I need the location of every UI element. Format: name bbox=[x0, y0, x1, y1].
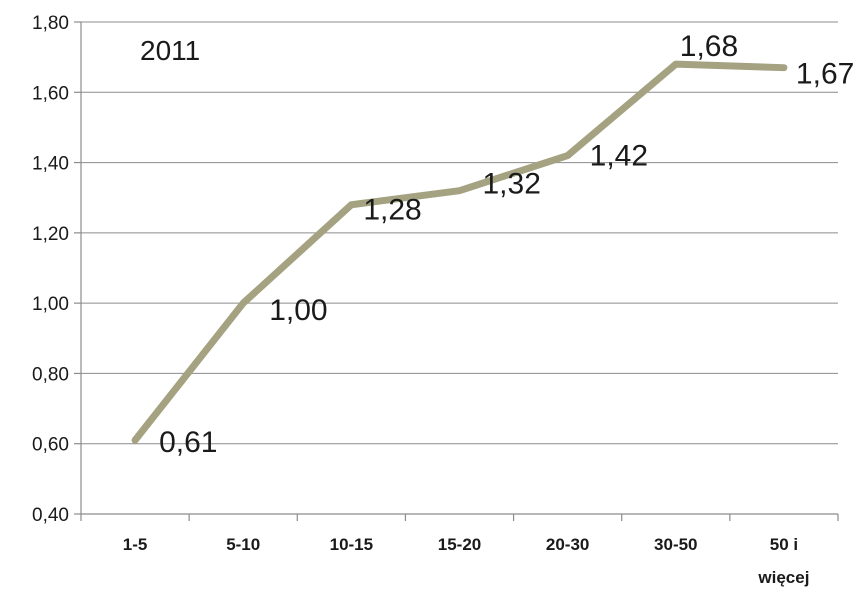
series-line bbox=[131, 60, 788, 444]
data-label: 1,32 bbox=[483, 168, 541, 201]
x-tick-label-line: 1-5 bbox=[123, 535, 148, 554]
x-tick-label: 50 i więcej bbox=[757, 535, 809, 587]
x-tick-label-line: 10-15 bbox=[330, 535, 373, 554]
data-label: 1,28 bbox=[363, 194, 421, 227]
x-tick-label-line: 20-30 bbox=[546, 535, 589, 554]
y-tick-label: 1,20 bbox=[32, 224, 69, 245]
y-tick-label: 0,80 bbox=[32, 364, 69, 385]
data-label: 1,68 bbox=[680, 30, 738, 63]
x-tick-label: 5-10 bbox=[226, 535, 260, 554]
y-tick-label: 0,40 bbox=[32, 505, 69, 526]
x-tick-label-line: 5-10 bbox=[226, 535, 260, 554]
gridlines bbox=[81, 21, 838, 445]
x-tick-label: 1-5 bbox=[123, 535, 148, 554]
x-axis-ticks: 1-5 5-10 10-15 15-20 20-30 30-50 50 i więcej bbox=[80, 514, 839, 587]
y-tick-label: 0,60 bbox=[32, 435, 69, 456]
series bbox=[131, 60, 788, 444]
x-tick-label: 10-15 bbox=[330, 535, 373, 554]
y-tick-label: 1,60 bbox=[32, 83, 69, 104]
y-tick-label: 1,40 bbox=[32, 154, 69, 175]
data-label: 1,67 bbox=[796, 58, 854, 91]
x-tick-label-line: więcej bbox=[757, 568, 809, 587]
data-labels: 0,61 1,00 1,28 1,32 1,42 1,68 1,67 bbox=[159, 30, 854, 459]
year-annotation: 2011 bbox=[140, 35, 200, 66]
x-tick-label-line: 50 i bbox=[770, 535, 798, 554]
y-tick-label: 1,00 bbox=[32, 294, 69, 315]
data-label: 0,61 bbox=[159, 426, 217, 459]
data-label: 1,42 bbox=[590, 140, 648, 173]
y-tick-label: 1,80 bbox=[32, 13, 69, 34]
x-tick-label-line: 15-20 bbox=[438, 535, 481, 554]
x-tick-label: 30-50 bbox=[654, 535, 697, 554]
x-tick-label: 15-20 bbox=[438, 535, 481, 554]
x-tick-label-line: 30-50 bbox=[654, 535, 697, 554]
y-axis-ticks: 0,40 0,60 0,80 1,00 1,20 1,40 1,60 1,80 bbox=[32, 13, 81, 526]
x-tick-label: 20-30 bbox=[546, 535, 589, 554]
axes bbox=[80, 22, 838, 515]
data-label: 1,00 bbox=[269, 294, 327, 327]
